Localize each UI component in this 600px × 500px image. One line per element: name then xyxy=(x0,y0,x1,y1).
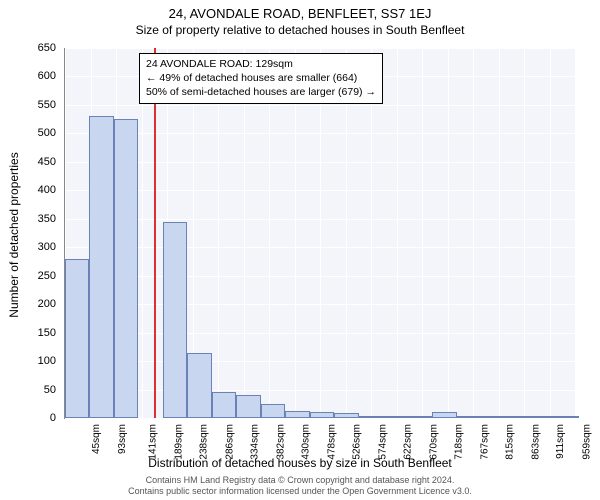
x-tick: 526sqm xyxy=(352,424,363,460)
y-tick: 250 xyxy=(0,270,56,282)
y-tick: 0 xyxy=(0,412,56,424)
histogram-bar xyxy=(163,222,187,418)
vgridline xyxy=(575,48,576,418)
vgridline xyxy=(422,48,423,418)
histogram-bar xyxy=(89,116,113,418)
histogram-bar xyxy=(432,412,456,418)
x-tick: 141sqm xyxy=(148,424,159,460)
info-line-2: ← 49% of detached houses are smaller (66… xyxy=(146,71,376,85)
y-tick: 350 xyxy=(0,213,56,225)
x-axis-label: Distribution of detached houses by size … xyxy=(0,456,600,470)
chart-container: 24, AVONDALE ROAD, BENFLEET, SS7 1EJ Siz… xyxy=(0,0,600,500)
histogram-bar xyxy=(530,416,554,418)
y-axis-label: Number of detached properties xyxy=(7,152,21,317)
y-tick: 400 xyxy=(0,184,56,196)
y-tick: 200 xyxy=(0,298,56,310)
y-tick: 650 xyxy=(0,42,56,54)
gridline xyxy=(65,418,575,419)
x-tick: 863sqm xyxy=(530,424,541,460)
vgridline xyxy=(524,48,525,418)
x-tick: 815sqm xyxy=(505,424,516,460)
histogram-bar xyxy=(383,416,407,418)
x-tick: 718sqm xyxy=(454,424,465,460)
footer-line-2: Contains public sector information licen… xyxy=(0,486,600,498)
x-tick: 478sqm xyxy=(326,424,337,460)
histogram-bar xyxy=(187,353,211,418)
x-tick: 767sqm xyxy=(479,424,490,460)
footer-line-1: Contains HM Land Registry data © Crown c… xyxy=(0,475,600,487)
vgridline xyxy=(499,48,500,418)
x-tick: 189sqm xyxy=(173,424,184,460)
y-tick: 600 xyxy=(0,70,56,82)
x-tick: 959sqm xyxy=(581,424,592,460)
y-tick: 450 xyxy=(0,156,56,168)
histogram-bar xyxy=(114,119,138,418)
vgridline xyxy=(448,48,449,418)
histogram-bar xyxy=(555,416,579,418)
histogram-bar xyxy=(506,416,530,418)
histogram-bar xyxy=(359,416,383,418)
histogram-bar xyxy=(481,416,505,418)
plot-area xyxy=(64,48,575,419)
x-tick: 622sqm xyxy=(403,424,414,460)
x-tick: 45sqm xyxy=(91,424,102,454)
histogram-bar xyxy=(334,413,358,418)
info-line-3: 50% of semi-detached houses are larger (… xyxy=(146,85,376,99)
histogram-bar xyxy=(457,416,481,418)
vgridline xyxy=(550,48,551,418)
histogram-bar xyxy=(408,416,432,418)
info-line-1: 24 AVONDALE ROAD: 129sqm xyxy=(146,57,376,71)
histogram-bar xyxy=(236,395,260,418)
x-tick: 670sqm xyxy=(428,424,439,460)
y-tick: 50 xyxy=(0,384,56,396)
y-tick: 150 xyxy=(0,327,56,339)
y-tick: 500 xyxy=(0,127,56,139)
x-tick: 574sqm xyxy=(377,424,388,460)
page-title: 24, AVONDALE ROAD, BENFLEET, SS7 1EJ xyxy=(0,0,600,21)
x-tick: 430sqm xyxy=(301,424,312,460)
histogram-bar xyxy=(310,412,334,418)
chart-area: 24 AVONDALE ROAD: 129sqm ← 49% of detach… xyxy=(64,48,574,418)
page-subtitle: Size of property relative to detached ho… xyxy=(0,21,600,37)
x-tick: 382sqm xyxy=(275,424,286,460)
y-tick: 300 xyxy=(0,241,56,253)
x-tick: 238sqm xyxy=(199,424,210,460)
x-tick: 911sqm xyxy=(555,424,566,459)
x-tick: 334sqm xyxy=(250,424,261,460)
histogram-bar xyxy=(65,259,89,418)
vgridline xyxy=(397,48,398,418)
x-tick: 93sqm xyxy=(117,424,128,454)
x-tick: 286sqm xyxy=(224,424,235,460)
footer: Contains HM Land Registry data © Crown c… xyxy=(0,475,600,498)
info-box: 24 AVONDALE ROAD: 129sqm ← 49% of detach… xyxy=(139,53,383,104)
histogram-bar xyxy=(261,404,285,418)
histogram-bar xyxy=(285,411,309,418)
y-tick: 550 xyxy=(0,99,56,111)
vgridline xyxy=(473,48,474,418)
histogram-bar xyxy=(212,392,236,418)
y-tick: 100 xyxy=(0,355,56,367)
